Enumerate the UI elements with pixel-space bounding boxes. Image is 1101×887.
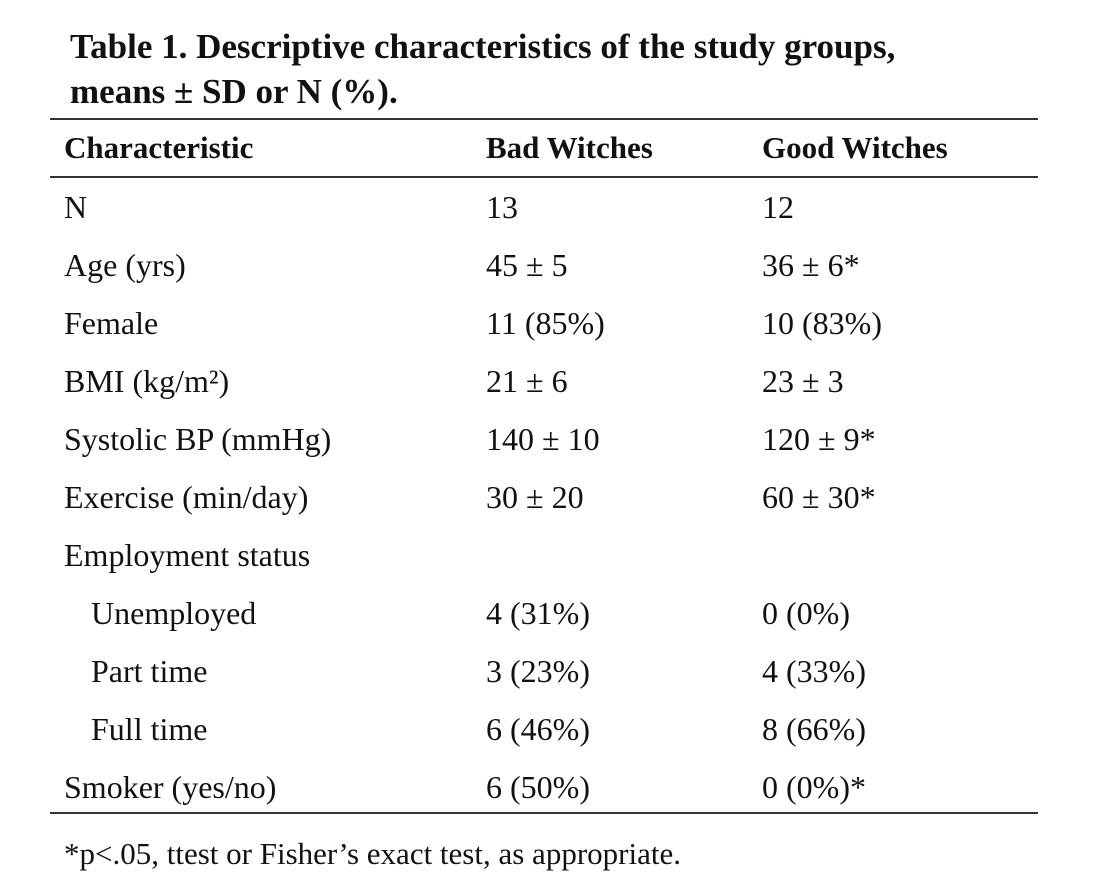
table-row: Part time 3 (23%) 4 (33%) (0, 651, 1101, 691)
table-top-rule (50, 118, 1038, 120)
row-good-witches-value: 23 ± 3 (762, 363, 844, 399)
table-row: Female 11 (85%) 10 (83%) (0, 303, 1101, 343)
table-row: Exercise (min/day) 30 ± 20 60 ± 30* (0, 477, 1101, 517)
row-label: BMI (kg/m²) (64, 363, 230, 399)
row-good-witches-value: 10 (83%) (762, 305, 882, 341)
table-bottom-rule (50, 812, 1038, 814)
row-label: Full time (91, 711, 208, 747)
row-good-witches-value: 8 (66%) (762, 711, 866, 747)
header-characteristic: Characteristic (64, 130, 254, 165)
row-label: N (64, 189, 88, 225)
row-good-witches-value: 120 ± 9* (762, 421, 876, 457)
row-good-witches-value: 0 (0%)* (762, 769, 866, 805)
row-good-witches-value: 4 (33%) (762, 653, 866, 689)
table-row: Age (yrs) 45 ± 5 36 ± 6* (0, 245, 1101, 285)
row-label: Female (64, 305, 159, 341)
header-bad-witches: Bad Witches (486, 130, 653, 165)
row-good-witches-value: 36 ± 6* (762, 247, 860, 283)
row-bad-witches-value: 6 (46%) (486, 711, 590, 747)
table-row: N 13 12 (0, 187, 1101, 227)
table-row: Systolic BP (mmHg) 140 ± 10 120 ± 9* (0, 419, 1101, 459)
caption-line-2: means ± SD or N (%). (70, 72, 398, 111)
row-good-witches-value: 60 ± 30* (762, 479, 876, 515)
table-caption: Table 1. Descriptive characteristics of … (70, 24, 1050, 114)
table-header-rule (50, 176, 1038, 178)
table-row: Full time 6 (46%) 8 (66%) (0, 709, 1101, 749)
row-good-witches-value: 0 (0%) (762, 595, 850, 631)
row-bad-witches-value: 45 ± 5 (486, 247, 568, 283)
header-good-witches: Good Witches (762, 130, 948, 165)
row-bad-witches-value: 6 (50%) (486, 769, 590, 805)
row-label: Age (yrs) (64, 247, 186, 283)
caption-line-1: Table 1. Descriptive characteristics of … (70, 27, 896, 66)
table-header-row: Characteristic Bad Witches Good Witches (0, 128, 1101, 168)
table-footnote: *p<.05, ttest or Fisher’s exact test, as… (64, 836, 681, 871)
row-label: Systolic BP (mmHg) (64, 421, 332, 457)
row-bad-witches-value: 140 ± 10 (486, 421, 600, 457)
row-label: Unemployed (91, 595, 257, 631)
row-bad-witches-value: 3 (23%) (486, 653, 590, 689)
row-bad-witches-value: 30 ± 20 (486, 479, 584, 515)
row-bad-witches-value: 13 (486, 189, 518, 225)
table-row: Smoker (yes/no) 6 (50%) 0 (0%)* (0, 767, 1101, 807)
row-good-witches-value: 12 (762, 189, 794, 225)
row-bad-witches-value: 21 ± 6 (486, 363, 568, 399)
row-label: Part time (91, 653, 208, 689)
row-bad-witches-value: 4 (31%) (486, 595, 590, 631)
row-label: Employment status (64, 537, 311, 573)
row-label: Smoker (yes/no) (64, 769, 277, 805)
row-bad-witches-value: 11 (85%) (486, 305, 605, 341)
table-row: Unemployed 4 (31%) 0 (0%) (0, 593, 1101, 633)
table-row: Employment status (0, 535, 1101, 575)
row-label: Exercise (min/day) (64, 479, 309, 515)
table-row: BMI (kg/m²) 21 ± 6 23 ± 3 (0, 361, 1101, 401)
